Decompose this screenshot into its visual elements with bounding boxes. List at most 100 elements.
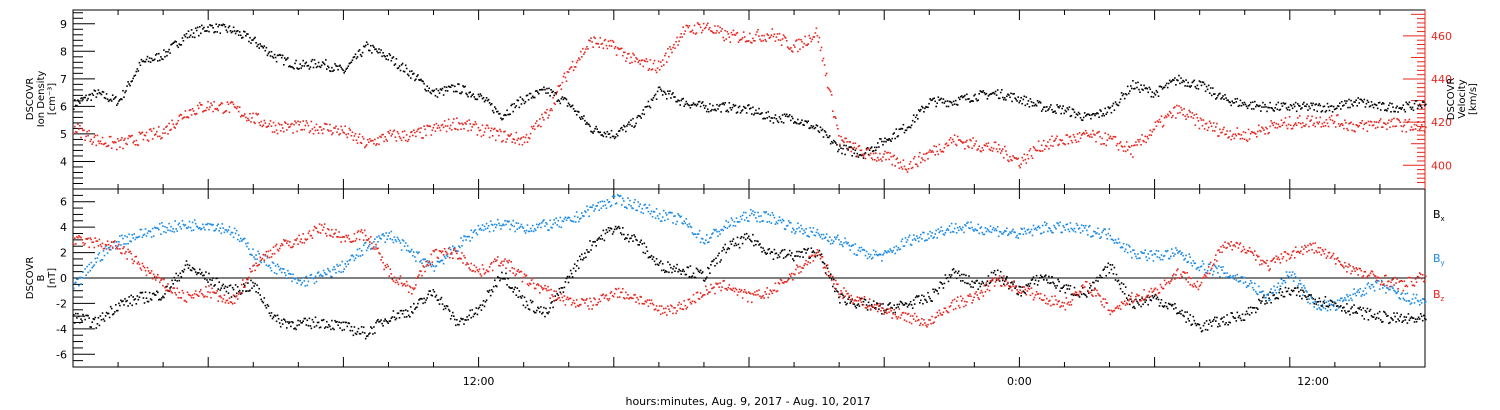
bx-point	[452, 311, 454, 314]
bx-point	[1182, 314, 1184, 317]
velocity-point	[127, 137, 129, 140]
velocity-point	[421, 137, 423, 139]
density-point	[175, 41, 177, 43]
bx-point	[225, 290, 228, 293]
velocity-point	[996, 150, 999, 153]
density-point	[435, 88, 438, 90]
by-point	[833, 240, 835, 243]
velocity-point	[442, 126, 445, 129]
bx-point	[1154, 293, 1157, 296]
bx-point	[218, 281, 220, 283]
by-point	[717, 235, 719, 237]
bx-point	[1034, 279, 1037, 282]
bx-point	[1064, 291, 1067, 294]
density-point	[300, 67, 302, 69]
velocity-point	[195, 112, 198, 115]
velocity-point	[995, 148, 998, 150]
density-point	[870, 146, 873, 148]
legend-entry-bz: Bz	[1433, 288, 1445, 303]
bx-point	[701, 271, 704, 273]
velocity-point	[409, 135, 411, 138]
velocity-point	[816, 34, 819, 37]
velocity-point	[1327, 125, 1330, 128]
bx-point	[740, 236, 743, 238]
bx-point	[808, 257, 810, 259]
velocity-point	[1399, 121, 1401, 124]
density-point	[310, 60, 313, 63]
bx-point	[782, 257, 785, 259]
velocity-point	[1105, 144, 1107, 147]
bx-point	[402, 309, 405, 312]
velocity-point	[520, 137, 523, 139]
velocity-point	[160, 137, 162, 140]
by-point	[613, 195, 616, 198]
density-point	[712, 104, 714, 107]
bx-point	[736, 236, 739, 239]
velocity-point	[1273, 121, 1275, 124]
density-point	[548, 87, 550, 90]
velocity-point	[673, 43, 675, 46]
by-point	[650, 210, 653, 213]
velocity-point	[1178, 105, 1180, 107]
velocity-point	[795, 40, 797, 42]
density-point	[428, 87, 430, 90]
density-point	[619, 127, 622, 130]
density-point	[597, 131, 599, 133]
bx-point	[1280, 294, 1283, 297]
density-point	[1398, 107, 1400, 109]
bx-point	[374, 332, 376, 334]
velocity-point	[1119, 141, 1122, 143]
density-point	[186, 36, 189, 39]
density-point	[164, 55, 166, 58]
bx-point	[572, 267, 575, 270]
velocity-point	[439, 129, 442, 132]
velocity-point	[1383, 122, 1385, 124]
bx-point	[1191, 323, 1194, 326]
density-point	[1064, 109, 1067, 112]
by-point	[665, 212, 667, 214]
density-point	[858, 154, 861, 156]
by-point	[476, 233, 479, 236]
by-point	[231, 231, 234, 234]
density-point	[1177, 79, 1179, 82]
bx-point	[494, 279, 496, 282]
density-point	[601, 134, 604, 136]
velocity-point	[1132, 156, 1134, 158]
bx-point	[488, 289, 491, 292]
velocity-point	[476, 134, 479, 136]
density-point	[1023, 95, 1026, 98]
by-point	[229, 233, 232, 236]
bx-point	[142, 297, 145, 299]
bx-point	[326, 320, 328, 323]
bx-point	[245, 290, 247, 293]
bx-point	[426, 297, 428, 299]
bx-point	[464, 319, 466, 321]
by-point	[549, 219, 551, 222]
velocity-point	[1322, 125, 1325, 128]
velocity-point	[569, 66, 572, 69]
density-point	[492, 111, 495, 114]
density-point	[976, 99, 978, 102]
by-point	[328, 269, 330, 272]
by-point	[210, 223, 212, 226]
bx-point	[102, 318, 105, 320]
bx-point	[515, 294, 518, 296]
by-point	[555, 217, 557, 219]
density-point	[651, 99, 654, 101]
velocity-point	[114, 141, 116, 143]
velocity-point	[1223, 126, 1225, 129]
bx-point	[944, 274, 947, 276]
velocity-point	[677, 44, 679, 46]
bx-point	[478, 306, 481, 309]
density-point	[1377, 102, 1380, 104]
bx-point	[673, 265, 675, 268]
by-point	[560, 226, 563, 229]
density-point	[1101, 115, 1103, 117]
velocity-point	[1333, 120, 1336, 123]
density-point	[1345, 102, 1347, 105]
by-point	[619, 194, 622, 197]
bx-point	[1399, 315, 1401, 318]
density-point	[352, 56, 355, 59]
density-point	[172, 42, 174, 44]
bx-point	[823, 263, 826, 265]
